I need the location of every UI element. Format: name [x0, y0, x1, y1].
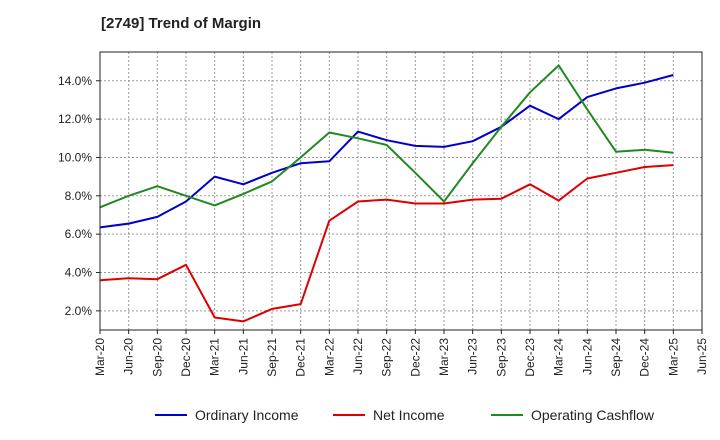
y-tick-label: 2.0% [65, 304, 93, 318]
x-tick-label: Sep-22 [380, 338, 394, 377]
x-tick-label: Mar-20 [93, 338, 107, 376]
x-tick-label: Sep-21 [265, 338, 279, 377]
x-tick-label: Dec-21 [294, 338, 308, 377]
y-tick-label: 8.0% [65, 189, 93, 203]
y-axis-ticks: 2.0% 4.0% 6.0% 8.0% 10.0% 12.0% 14.0% [58, 74, 100, 318]
series-line [99, 64, 674, 209]
x-tick-label: Jun-23 [466, 338, 480, 375]
x-tick-label: Jun-24 [580, 338, 594, 375]
x-tick-label: Sep-20 [150, 338, 164, 377]
x-tick-label: Dec-24 [638, 338, 652, 377]
x-tick-label: Dec-20 [179, 338, 193, 377]
legend-label: Ordinary Income [195, 407, 299, 423]
y-tick-label: 6.0% [65, 227, 93, 241]
y-tick-label: 4.0% [65, 265, 93, 279]
x-tick-label: Mar-23 [437, 338, 451, 376]
y-tick-label: 14.0% [58, 74, 92, 88]
x-tick-label: Jun-22 [351, 338, 365, 375]
grid-lines [100, 52, 702, 330]
plot-area-frame [99, 51, 703, 331]
x-tick-label: Dec-22 [408, 338, 422, 377]
x-tick-label: Mar-25 [666, 338, 680, 376]
x-tick-label: Sep-24 [609, 338, 623, 377]
series-line [99, 74, 674, 229]
x-tick-label: Jun-25 [695, 338, 709, 375]
x-tick-label: Mar-22 [322, 338, 336, 376]
x-tick-label: Mar-21 [208, 338, 222, 376]
legend-label: Operating Cashflow [531, 407, 655, 423]
chart-title: [2749] Trend of Margin [101, 15, 262, 32]
y-tick-label: 12.0% [58, 112, 92, 126]
x-tick-label: Jun-21 [236, 338, 250, 375]
x-tick-label: Sep-23 [494, 338, 508, 377]
series-line [99, 164, 674, 323]
legend-label: Net Income [373, 407, 445, 423]
x-tick-label: Jun-20 [122, 338, 136, 375]
y-tick-label: 10.0% [58, 150, 92, 164]
series-lines [99, 64, 674, 323]
x-axis-ticks: Mar-20 Jun-20 Sep-20 Dec-20 Mar-21 Jun-21 Sep-… [93, 330, 709, 377]
x-tick-label: Mar-24 [552, 338, 566, 376]
x-tick-label: Dec-23 [523, 338, 537, 377]
legend: Ordinary Income Net Income Operating Cashf… [155, 407, 655, 423]
